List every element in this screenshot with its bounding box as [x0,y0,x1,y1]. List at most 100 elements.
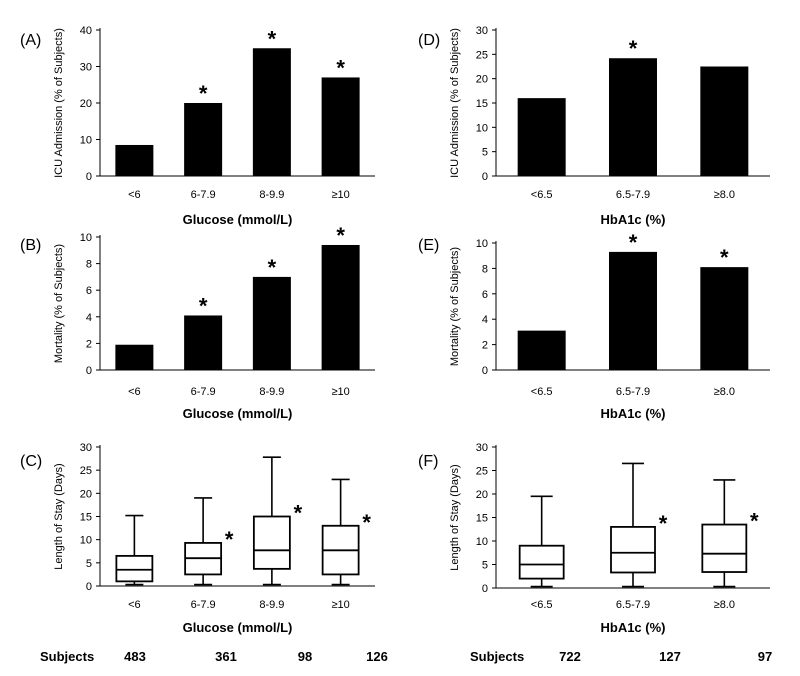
significance-star: * [750,509,759,534]
bar [184,315,223,370]
y-tick-label: 10 [476,122,488,134]
y-tick-label: 15 [80,512,92,524]
y-tick-label: 0 [482,583,488,595]
y-tick-label: 4 [482,314,488,326]
significance-star: * [268,26,277,51]
category-label: <6.5 [531,386,553,398]
y-tick-label: 2 [482,340,488,352]
significance-star: * [268,255,277,280]
y-axis-label: Mortality (% of Subjects) [53,244,65,363]
y-tick-label: 5 [86,558,92,570]
y-tick-label: 10 [476,536,488,548]
y-tick-label: 10 [80,135,92,147]
y-tick-label: 10 [80,535,92,547]
category-label: ≥10 [331,386,349,398]
iqr-box [701,523,748,573]
significance-star: * [362,510,371,535]
subjects-label: Subjects [470,649,524,664]
y-tick-label: 2 [86,338,92,350]
category-label: <6.5 [531,599,553,611]
y-tick-label: 6 [86,285,92,297]
category-label: <6.5 [531,189,553,201]
category-label: 8-9.9 [259,599,284,611]
category-label: <6 [128,599,141,611]
bar [184,103,223,176]
iqr-box [115,554,154,583]
significance-star: * [199,293,208,318]
significance-star: * [629,230,638,255]
y-tick-label: 5 [482,147,488,159]
subjects-count: 722 [559,649,581,664]
y-tick-label: 15 [476,98,488,110]
bar [321,244,360,370]
y-axis-label: Mortality (% of Subjects) [449,247,461,366]
significance-star: * [720,245,729,270]
subjects-count: 483 [124,649,146,664]
panel-label: (D) [418,32,440,49]
panel-label: (A) [20,32,41,49]
y-tick-label: 0 [482,171,488,183]
x-axis-label: Glucose (mmol/L) [183,212,293,227]
y-tick-label: 6 [482,289,488,301]
y-tick-label: 0 [482,365,488,377]
bar [321,77,360,176]
y-tick-label: 5 [482,560,488,572]
x-axis-label: HbA1c (%) [600,620,665,635]
y-tick-label: 0 [86,171,92,183]
bar [252,48,291,176]
category-label: ≥10 [331,189,349,201]
category-label: 6.5-7.9 [616,386,650,398]
subjects-count: 126 [366,649,388,664]
iqr-box [252,515,291,570]
significance-star: * [225,527,234,552]
category-label: <6 [128,386,141,398]
subjects-count: 97 [758,649,772,664]
y-tick-label: 40 [80,25,92,37]
y-tick-label: 10 [80,232,92,244]
y-tick-label: 20 [80,488,92,500]
bar [517,330,566,370]
y-tick-label: 15 [476,513,488,525]
y-axis-label: ICU Admission (% of Subjects) [53,28,65,178]
significance-star: * [629,36,638,61]
significance-star: * [336,55,345,80]
y-tick-label: 10 [476,238,488,250]
category-label: 6.5-7.9 [616,189,650,201]
y-axis-label: Length of Stay (Days) [53,463,65,569]
x-axis-label: Glucose (mmol/L) [183,620,293,635]
bar [609,251,657,370]
y-tick-label: 0 [86,581,92,593]
category-label: 8-9.9 [259,189,284,201]
y-tick-label: 30 [80,442,92,454]
category-label: 8-9.9 [259,386,284,398]
significance-star: * [199,81,208,106]
y-tick-label: 30 [476,25,488,37]
significance-star: * [336,223,345,248]
category-label: ≥8.0 [714,189,735,201]
category-label: ≥8.0 [714,599,735,611]
x-axis-label: Glucose (mmol/L) [183,406,293,421]
bar [700,267,749,370]
y-axis-label: ICU Admission (% of Subjects) [449,28,461,178]
y-tick-label: 0 [86,365,92,377]
category-label: 6-7.9 [191,386,216,398]
subjects-count: 127 [659,649,681,664]
y-tick-label: 8 [482,263,488,275]
bar [517,98,566,176]
panel-label: (B) [20,237,41,254]
x-axis-label: HbA1c (%) [600,406,665,421]
panel-label: (E) [418,237,439,254]
bar [609,58,657,176]
significance-star: * [294,501,303,526]
category-label: <6 [128,189,141,201]
y-tick-label: 25 [476,49,488,61]
panel-label: (C) [20,453,42,470]
y-tick-label: 30 [476,442,488,454]
y-tick-label: 20 [476,489,488,501]
subjects-count: 98 [298,649,312,664]
y-tick-label: 30 [80,62,92,74]
y-tick-label: 4 [86,312,92,324]
category-label: ≥8.0 [714,386,735,398]
panel-label: (F) [418,453,438,470]
y-tick-label: 20 [80,98,92,110]
